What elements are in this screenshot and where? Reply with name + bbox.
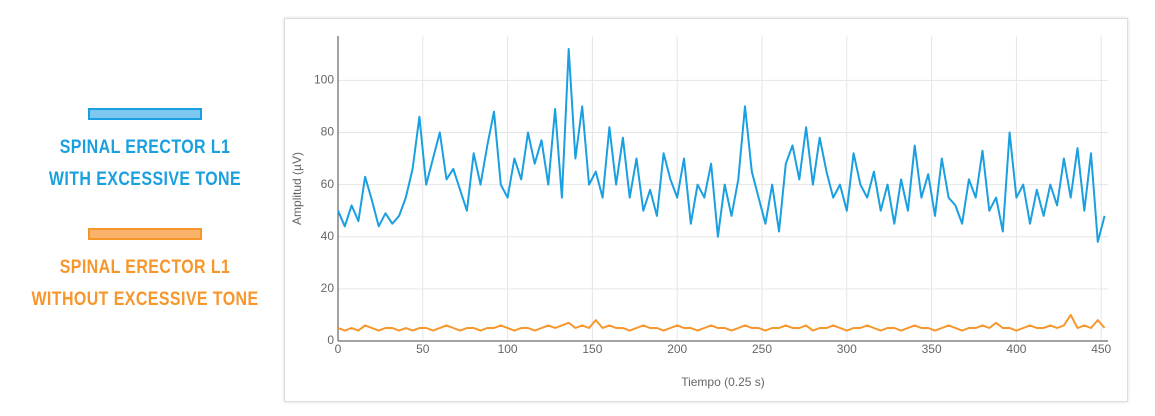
x-tick-label: 200 <box>667 342 687 356</box>
series-line <box>337 48 1106 243</box>
x-tick-label: 400 <box>1006 342 1026 356</box>
x-axis-label: Tiempo (0.25 s) <box>681 375 765 389</box>
x-tick-label: 450 <box>1091 342 1111 356</box>
x-tick-label: 300 <box>837 342 857 356</box>
legend: SPINAL ERECTOR L1 WITH EXCESSIVE TONE SPI… <box>0 0 290 416</box>
y-tick-label: 0 <box>327 333 334 347</box>
legend-swatch <box>88 108 202 120</box>
x-tick-label: 0 <box>335 342 342 356</box>
legend-entry: SPINAL ERECTOR L1 WITHOUT EXCESSIVE TONE <box>0 228 290 316</box>
y-tick-label: 80 <box>321 125 335 139</box>
y-tick-label: 100 <box>314 72 334 86</box>
legend-entry: SPINAL ERECTOR L1 WITH EXCESSIVE TONE <box>0 108 290 196</box>
y-axis-label: Amplitud (µV) <box>290 152 304 225</box>
x-tick-label: 350 <box>922 342 942 356</box>
x-tick-label: 250 <box>752 342 772 356</box>
x-tick-label: 50 <box>416 342 430 356</box>
y-tick-label: 20 <box>321 281 335 295</box>
chart: 0 20 40 60 80 100 0 50 100 150 200 250 300 350 400 450 T… <box>290 36 1112 389</box>
y-tick-label: 40 <box>321 229 335 243</box>
x-tick-label: 150 <box>582 342 602 356</box>
legend-label: SPINAL ERECTOR L1 WITHOUT EXCESSIVE TONE <box>31 257 259 310</box>
y-tick-label: 60 <box>321 177 335 191</box>
series-line <box>337 313 1106 332</box>
chart-card: 0 20 40 60 80 100 0 50 100 150 200 250 300 350 400 450 T… <box>284 18 1128 402</box>
legend-swatch <box>88 228 202 240</box>
legend-label: SPINAL ERECTOR L1 WITH EXCESSIVE TONE <box>48 137 242 190</box>
x-tick-label: 100 <box>498 342 518 356</box>
